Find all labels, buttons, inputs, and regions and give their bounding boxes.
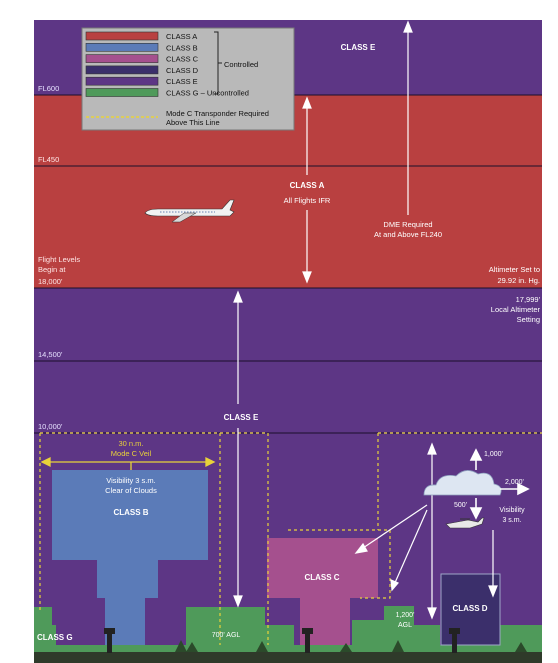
legend-swatch: [85, 76, 159, 86]
airliner-icon: [144, 199, 235, 223]
legend-label: CLASS A: [166, 32, 197, 41]
fl-begin-line1: Flight Levels: [38, 255, 80, 264]
class-c-area: [267, 538, 378, 645]
dme-label-line1: DME Required: [383, 220, 432, 229]
local-altimeter-line2: Local Altimeter: [491, 305, 541, 314]
class-d-label: CLASS D: [452, 604, 487, 613]
legend-swatch: [85, 88, 159, 97]
altimeter-label-line1: Altimeter Set to: [489, 265, 540, 274]
class-g-area: [34, 606, 542, 663]
legend-label: CLASS D: [166, 66, 199, 75]
class-e-upper-label: CLASS E: [341, 43, 376, 52]
veil-label-line2: Mode C Veil: [111, 449, 152, 458]
class-b-visibility-line2: Clear of Clouds: [105, 486, 157, 495]
class-c-transponder-outline: [219, 433, 391, 645]
legend-swatch: [85, 31, 159, 41]
agl-1200-line2: AGL: [398, 622, 412, 629]
fl-begin-line3: 18,000': [38, 277, 63, 286]
legend-label: CLASS G – Uncontrolled: [166, 89, 249, 98]
class-d-visibility-line1: Visibility: [499, 507, 525, 514]
all-flights-ifr-label: All Flights IFR: [284, 196, 331, 205]
class-b-label: CLASS B: [113, 508, 148, 517]
fl600-label: FL600: [38, 84, 59, 93]
control-tower-icon: [449, 628, 460, 653]
legend-controlled-label: Controlled: [224, 60, 258, 69]
fl450-label: FL450: [38, 155, 59, 164]
local-altimeter-line1: 17,999': [516, 295, 541, 304]
legend-label: CLASS C: [166, 55, 199, 64]
cloud-500-label: 500': [454, 502, 467, 509]
class-e-middle-band: [34, 288, 542, 438]
class-b-visibility-line1: Visibility 3 s.m.: [106, 476, 155, 485]
tree-icons: [175, 640, 527, 652]
agl-1200-line1: 1,200': [396, 612, 415, 619]
fl-begin-line2: Begin at: [38, 265, 66, 274]
veil-label-line1: 30 n.m.: [118, 439, 143, 448]
class-e-middle-label: CLASS E: [224, 413, 259, 422]
arrows: [233, 20, 498, 620]
dme-label-line2: At and Above FL240: [374, 230, 442, 239]
legend-transponder-line2: Above This Line: [166, 118, 220, 127]
a14500-label: 14,500': [38, 350, 63, 359]
class-c-label: CLASS C: [304, 573, 339, 582]
legend-swatch: [85, 65, 159, 75]
local-altimeter-line3: Setting: [517, 315, 540, 324]
cloud-icon: [423, 470, 502, 496]
legend-swatch: [85, 54, 159, 63]
agl-700-label: 700' AGL: [212, 632, 241, 639]
controlled-brace: [214, 31, 222, 95]
class-b-area: [52, 470, 208, 645]
cloud-clearance-arrows: [469, 448, 530, 520]
class-a-label: CLASS A: [290, 181, 325, 190]
legend-rows: CLASS A CLASS B CLASS C CLASS D CLASS E CLASS…: [85, 31, 249, 98]
legend-swatch: [85, 42, 159, 52]
class-g-label: CLASS G: [37, 633, 73, 642]
ground-strip: [34, 652, 542, 663]
a10000-label: 10,000': [38, 422, 63, 431]
legend-label: CLASS E: [166, 77, 198, 86]
mode-c-veil-outline: [40, 432, 269, 645]
control-tower-icon: [302, 628, 313, 653]
mode-c-veil-arrow: [40, 456, 216, 470]
cloud-2000-label: 2,000': [505, 479, 524, 486]
legend-label: CLASS B: [166, 43, 198, 52]
legend-transponder-line1: Mode C Transponder Required: [166, 109, 269, 118]
altimeter-label-line2: 29.92 in. Hg.: [497, 276, 540, 285]
small-aircraft-icon: [445, 517, 485, 529]
cloud-1000-label: 1,000': [484, 451, 503, 458]
class-d-visibility-line2: 3 s.m.: [502, 517, 521, 524]
control-tower-icon: [104, 628, 115, 653]
